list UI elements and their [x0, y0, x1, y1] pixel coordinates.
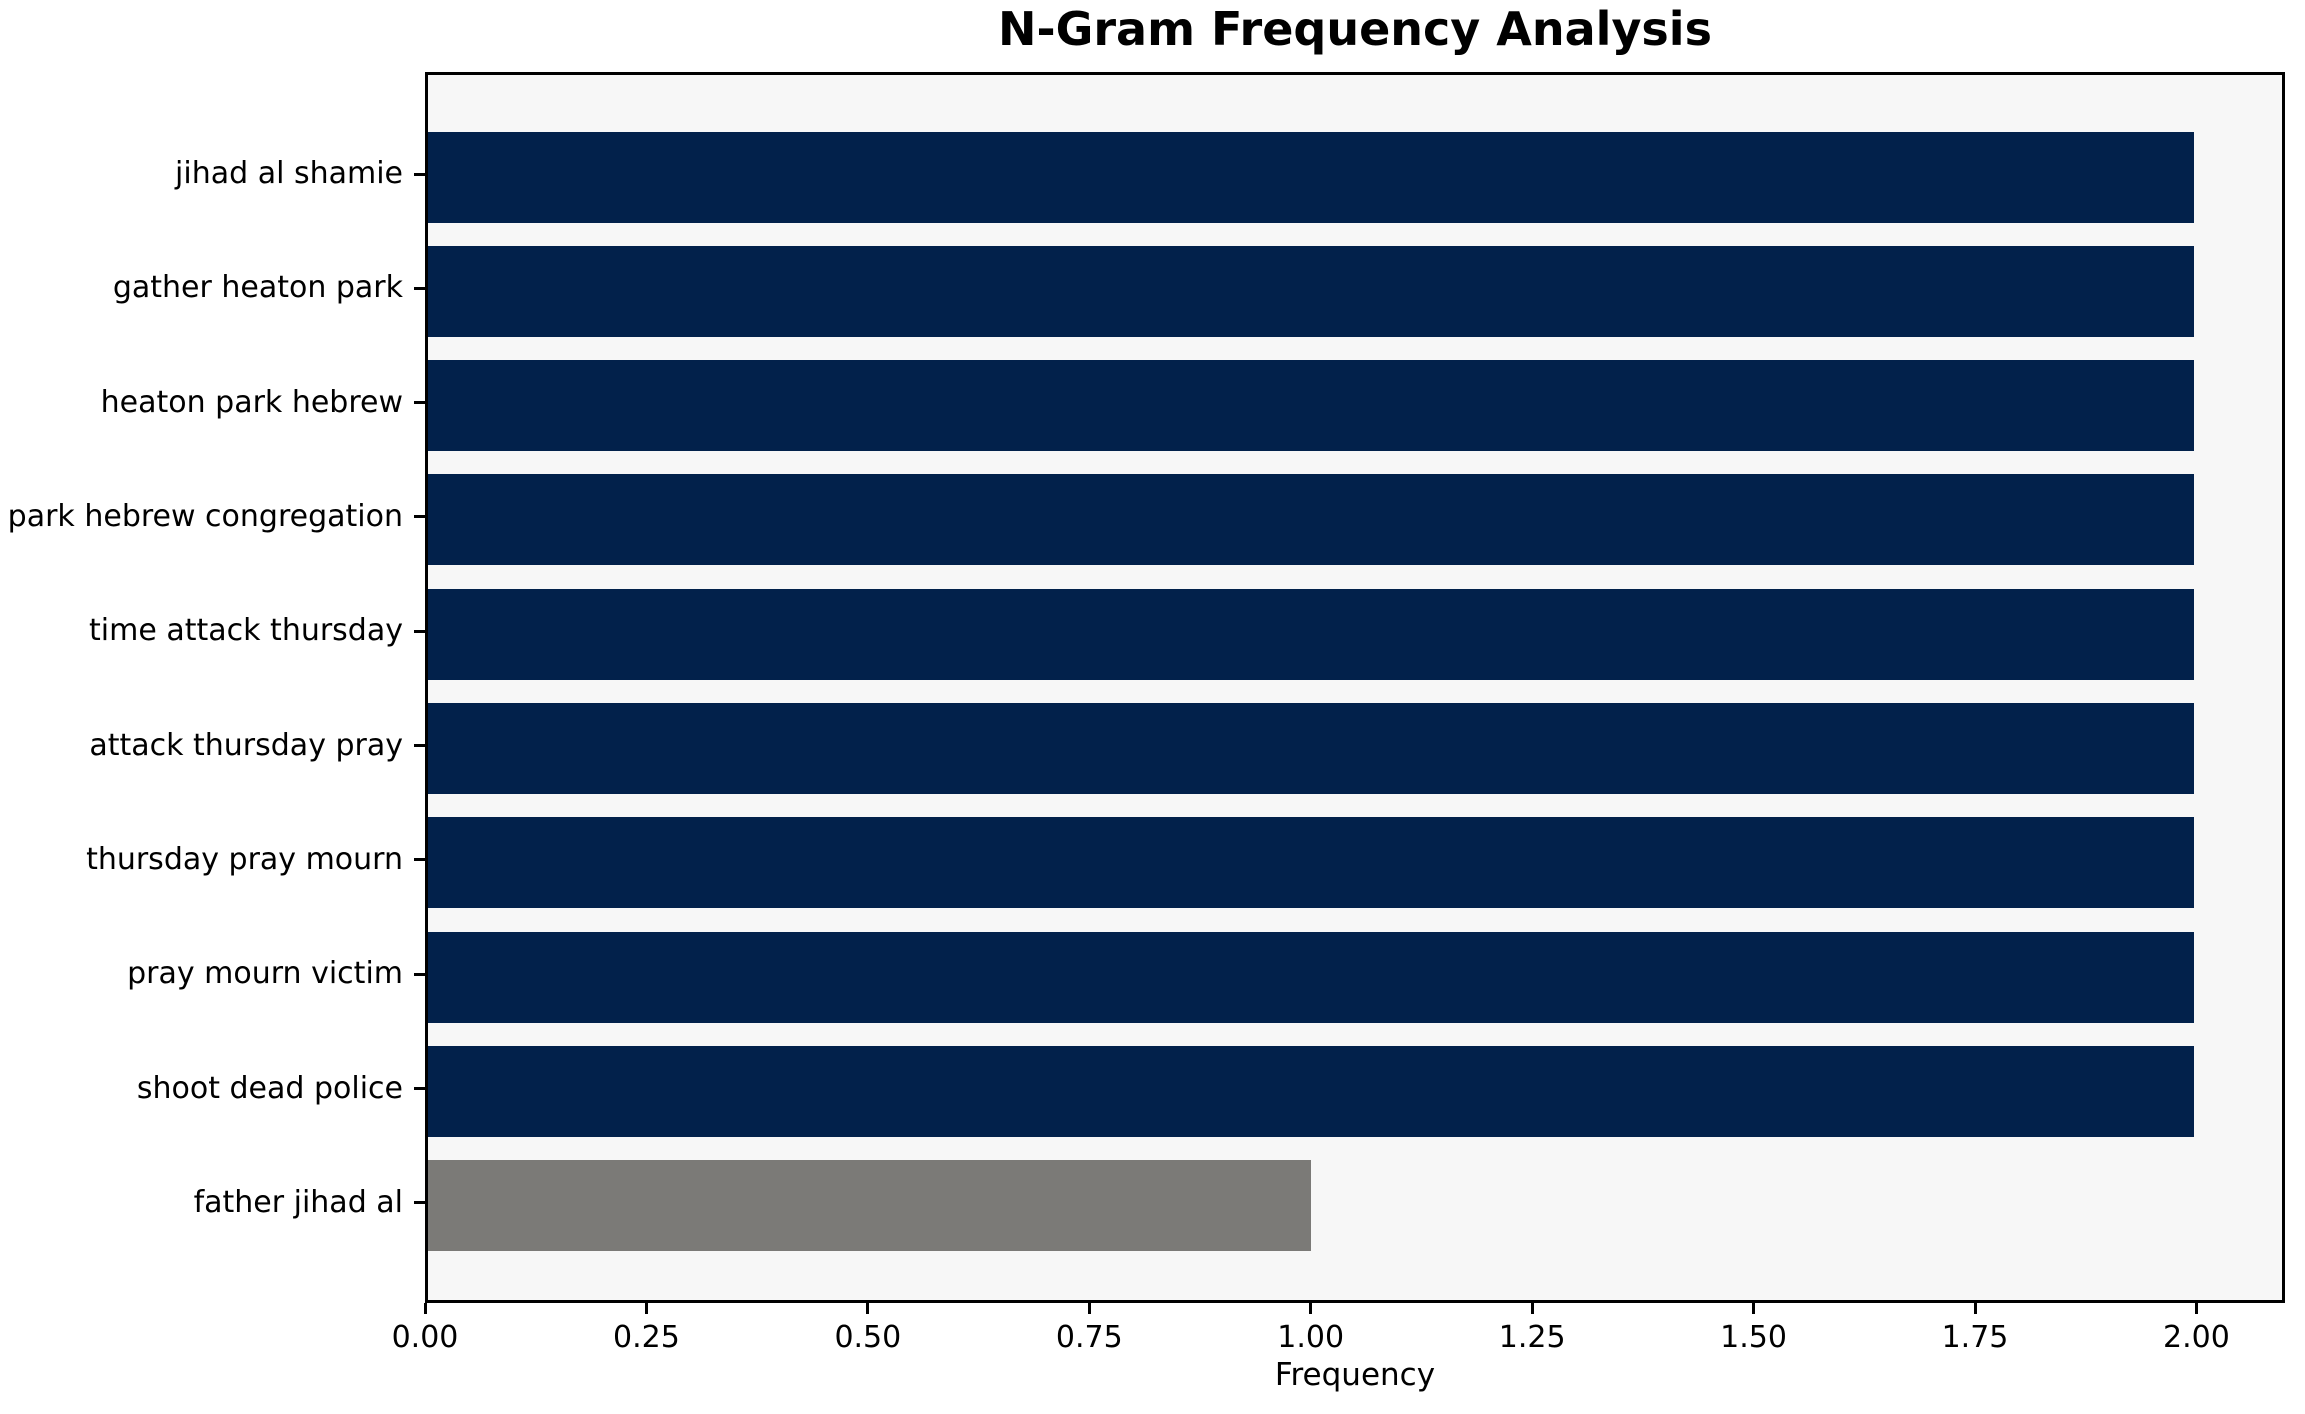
y-tick-mark [414, 629, 425, 633]
y-tick-label: park hebrew congregation [7, 498, 403, 534]
x-tick-mark [1530, 1303, 1534, 1314]
bar [428, 474, 2194, 566]
x-tick-mark [644, 1303, 648, 1314]
x-tick-label: 0.25 [613, 1320, 680, 1355]
y-tick-label: time attack thursday [89, 613, 403, 649]
bar [428, 931, 2194, 1023]
x-tick-label: 2.00 [2163, 1320, 2230, 1355]
y-tick-label: gather heaton park [112, 270, 403, 306]
x-axis-title: Frequency [1274, 1357, 1436, 1393]
x-tick-label: 1.00 [1277, 1320, 1345, 1355]
y-tick-mark [414, 858, 425, 862]
y-tick-mark [414, 1201, 425, 1205]
y-tick-label: thursday pray mourn [86, 841, 403, 877]
x-tick-mark [1309, 1303, 1313, 1314]
y-tick-mark [414, 515, 425, 519]
bar [428, 588, 2194, 680]
chart-title: N-Gram Frequency Analysis [998, 2, 1712, 56]
y-tick-label: pray mourn victim [127, 956, 403, 992]
y-tick-mark [414, 172, 425, 176]
x-tick-label: 1.50 [1720, 1320, 1787, 1355]
bar [428, 131, 2194, 223]
x-tick-mark [1087, 1303, 1091, 1314]
y-tick-mark [414, 401, 425, 405]
y-tick-label: shoot dead police [136, 1070, 403, 1106]
y-tick-label: attack thursday pray [89, 727, 403, 763]
y-tick-mark [414, 286, 425, 290]
y-tick-mark [414, 744, 425, 748]
bar [428, 817, 2194, 909]
x-tick-label: 0.75 [1055, 1320, 1123, 1355]
x-tick-label: 0.50 [834, 1320, 902, 1355]
bar [428, 360, 2194, 452]
x-tick-mark [1973, 1303, 1977, 1314]
x-tick-mark [2194, 1303, 2198, 1314]
y-tick-label: heaton park hebrew [100, 384, 403, 420]
x-tick-mark [1752, 1303, 1756, 1314]
y-tick-mark [414, 972, 425, 976]
plot-area [425, 72, 2285, 1303]
y-tick-mark [414, 1087, 425, 1091]
bar [428, 703, 2194, 795]
y-tick-label: jihad al shamie [175, 156, 403, 191]
x-tick-label: 1.75 [1941, 1320, 2009, 1355]
bar [428, 245, 2194, 337]
x-tick-label: 1.25 [1498, 1320, 1566, 1355]
x-tick-mark [866, 1303, 870, 1314]
y-tick-label: father jihad al [193, 1184, 403, 1220]
x-tick-label: 0.00 [391, 1320, 459, 1355]
x-tick-mark [423, 1303, 427, 1314]
bar [428, 1160, 1311, 1252]
bar [428, 1046, 2194, 1138]
